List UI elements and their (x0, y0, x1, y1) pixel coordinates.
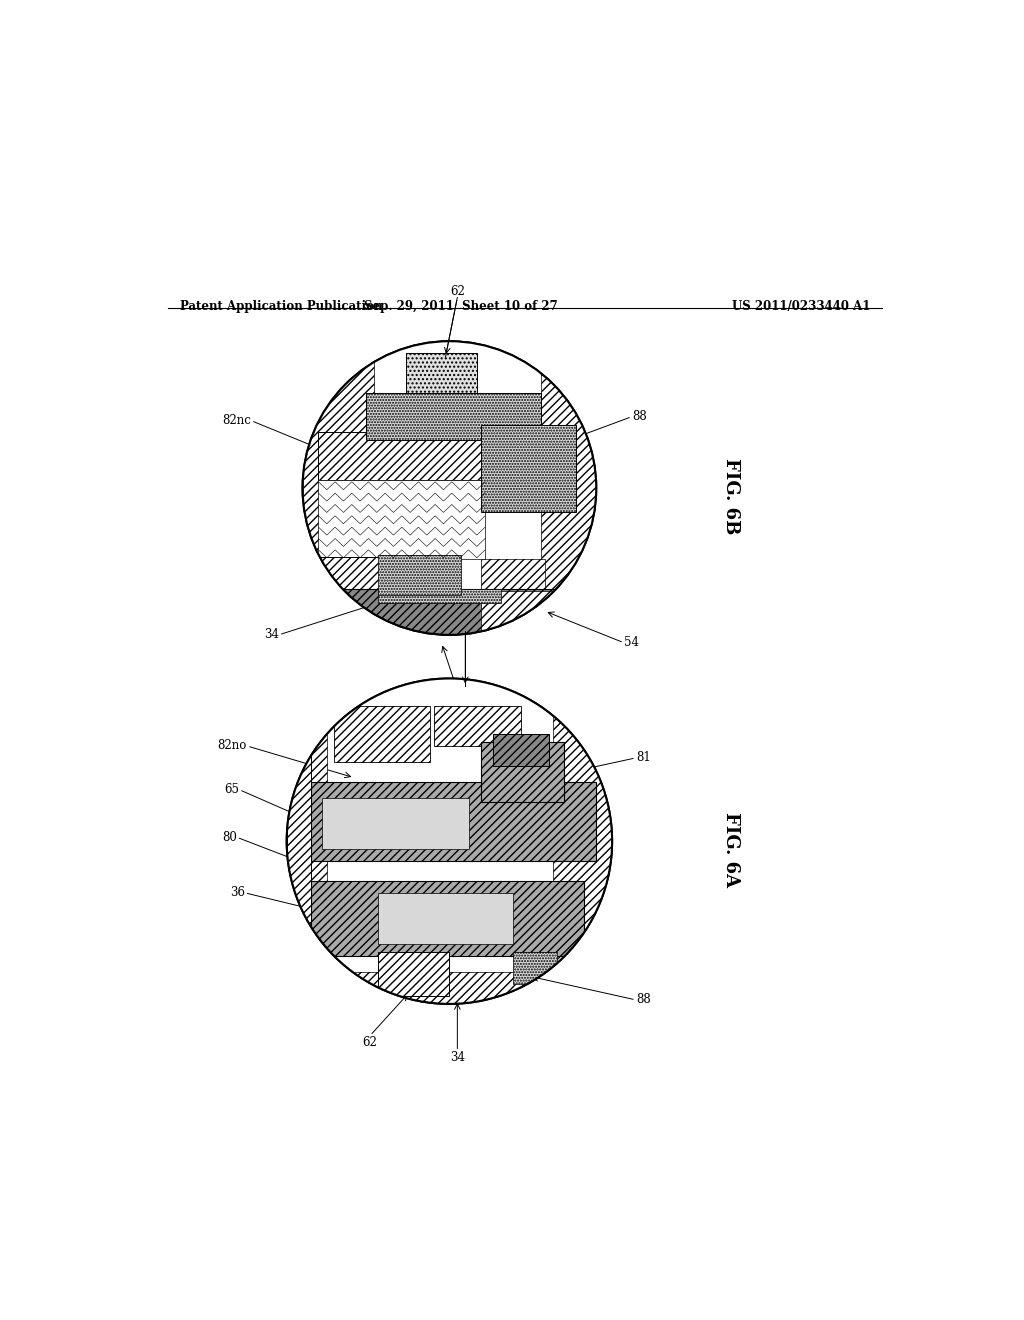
Text: 65: 65 (458, 618, 473, 631)
Text: 88: 88 (636, 994, 650, 1006)
Bar (406, 354, 477, 397)
Circle shape (287, 678, 612, 1005)
Bar (481, 591, 553, 643)
Bar (481, 425, 577, 512)
Bar (541, 354, 600, 591)
Text: 80: 80 (222, 830, 237, 843)
Text: 82nc: 82nc (222, 414, 251, 428)
Text: 65: 65 (224, 783, 240, 796)
Bar (513, 952, 557, 983)
Text: 62: 62 (362, 1036, 378, 1048)
Bar (287, 722, 310, 936)
Bar (367, 393, 541, 441)
Text: 62: 62 (450, 285, 465, 297)
Text: 81: 81 (450, 690, 465, 704)
Bar (287, 972, 612, 1005)
Bar (334, 706, 430, 762)
Text: FIG. 6B: FIG. 6B (722, 458, 740, 535)
Bar (481, 560, 545, 591)
Text: 34: 34 (450, 1052, 465, 1064)
Bar (303, 329, 374, 615)
Bar (553, 682, 624, 983)
Bar (378, 952, 450, 997)
Text: 34: 34 (264, 628, 279, 642)
Text: 54: 54 (624, 636, 639, 649)
Bar (481, 742, 564, 801)
Bar (310, 880, 585, 956)
Bar (433, 706, 521, 746)
Text: 82no: 82no (218, 739, 247, 752)
Text: Sep. 29, 2011  Sheet 10 of 27: Sep. 29, 2011 Sheet 10 of 27 (365, 300, 558, 313)
Circle shape (303, 342, 596, 635)
Text: US 2011/0233440 A1: US 2011/0233440 A1 (731, 300, 870, 313)
Bar (378, 556, 461, 595)
Circle shape (303, 342, 596, 635)
Text: 88: 88 (632, 411, 647, 424)
Bar (287, 698, 328, 983)
Bar (303, 603, 596, 635)
Bar (378, 892, 513, 944)
Text: Patent Application Publication: Patent Application Publication (179, 300, 382, 313)
Bar (318, 589, 564, 643)
Bar (378, 589, 501, 603)
Bar (318, 557, 422, 595)
Bar (494, 734, 549, 766)
Text: FIG. 6A: FIG. 6A (722, 812, 740, 887)
Bar (323, 797, 469, 849)
Text: 81: 81 (636, 751, 650, 764)
Text: 36: 36 (229, 886, 245, 899)
Bar (310, 781, 596, 861)
Bar (318, 433, 481, 480)
Bar (318, 480, 485, 560)
Circle shape (287, 678, 612, 1005)
